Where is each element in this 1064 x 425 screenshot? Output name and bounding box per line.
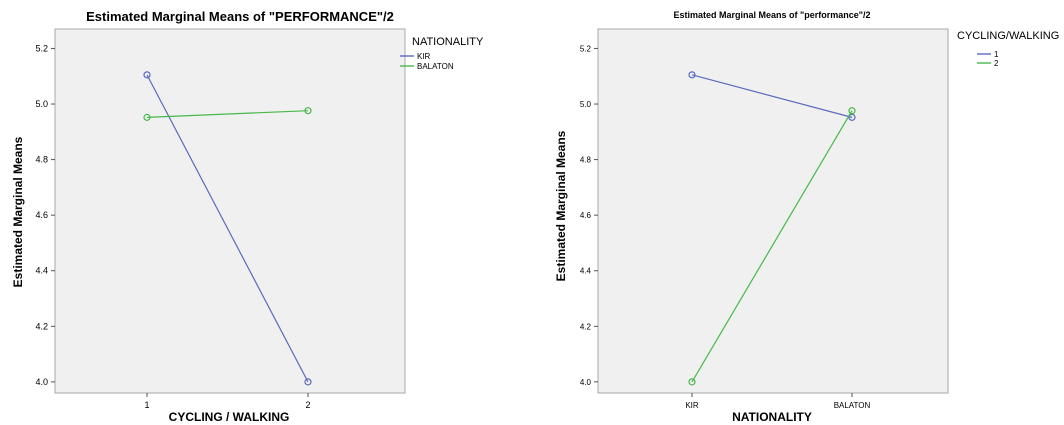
- y-tick-label: 5.2: [580, 44, 592, 53]
- chart-performance-by-cycling-walking: Estimated Marginal Means of "PERFORMANCE…: [11, 9, 484, 424]
- x-tick-label: KIR: [685, 401, 699, 410]
- data-point: [304, 107, 312, 115]
- legend-title: CYCLING/WALKING: [957, 30, 1059, 42]
- y-tick-label: 5.0: [35, 99, 48, 109]
- x-tick-label: BALATON: [834, 401, 871, 410]
- y-tick-label: 4.6: [580, 211, 592, 220]
- y-tick-label: 4.4: [35, 266, 48, 276]
- data-point: [688, 71, 696, 79]
- data-point: [848, 107, 856, 115]
- plot-area: [54, 28, 406, 394]
- y-tick-label: 4.2: [35, 321, 48, 331]
- legend-label: 1: [994, 50, 999, 59]
- data-point: [304, 378, 312, 386]
- y-axis-label: Estimated Marginal Means: [554, 130, 568, 281]
- chart-title: Estimated Marginal Means of "PERFORMANCE…: [86, 9, 394, 24]
- legend-label: KIR: [417, 52, 431, 61]
- y-tick-label: 5.0: [580, 100, 592, 109]
- series-line: [146, 74, 309, 383]
- x-axis-label: NATIONALITY: [732, 410, 812, 424]
- series-line: [146, 110, 309, 118]
- y-tick-label: 4.0: [35, 377, 48, 387]
- x-tick-label: 2: [305, 400, 310, 410]
- y-tick-label: 4.6: [35, 210, 48, 220]
- y-tick-label: 4.8: [580, 156, 592, 165]
- data-point: [848, 113, 856, 121]
- chart-marks: 4.0 4.2 4.4 4.6 4.8 5.0 5.2 KIR BALATON: [580, 28, 949, 410]
- series-line: [691, 110, 853, 383]
- legend-label: BALATON: [417, 62, 454, 71]
- y-tick-label: 4.2: [580, 322, 592, 331]
- plot-area: [597, 28, 949, 394]
- x-tick-label: 1: [144, 400, 149, 410]
- legend-title: NATIONALITY: [412, 36, 484, 48]
- chart-performance-by-nationality: Estimated Marginal Means of "performance…: [554, 10, 1059, 424]
- legend-label: 2: [994, 59, 999, 68]
- y-tick-label: 4.8: [35, 155, 48, 165]
- chart-title: Estimated Marginal Means of "performance…: [673, 10, 870, 20]
- y-tick-label: 5.2: [35, 43, 48, 53]
- data-point: [688, 378, 696, 386]
- y-tick-label: 4.0: [580, 378, 592, 387]
- legend: 12: [977, 50, 999, 68]
- y-tick-label: 4.4: [580, 267, 592, 276]
- data-point: [143, 71, 151, 79]
- y-axis-label: Estimated Marginal Means: [11, 136, 25, 287]
- chart-marks: 4.0 4.2 4.4 4.6 4.8 5.0 5.2 1 2: [35, 28, 406, 410]
- series-line: [691, 74, 853, 118]
- x-axis-label: CYCLING / WALKING: [169, 410, 290, 424]
- data-point: [143, 113, 151, 121]
